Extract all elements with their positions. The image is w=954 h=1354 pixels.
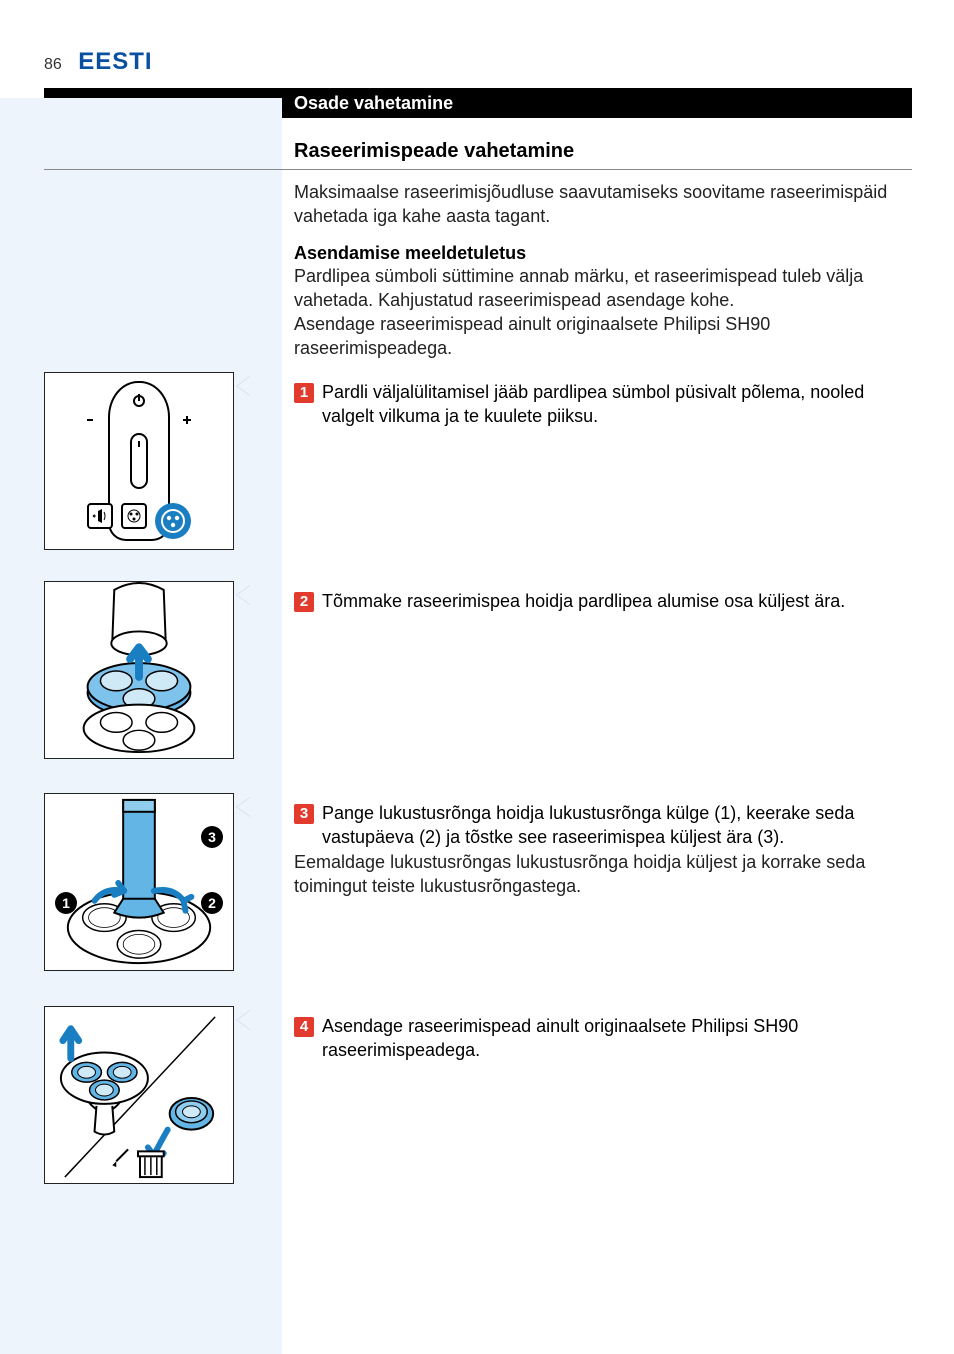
language-label: EESTI: [78, 48, 152, 76]
plus-icon: [183, 419, 191, 421]
intro-text: Maksimaalse raseerimisjõudluse saavutami…: [294, 180, 912, 229]
pointer-icon: [237, 797, 251, 817]
step-3-subtext: Eemaldage lukustusrõngas lukustusrõnga h…: [294, 850, 912, 899]
step-3-text: Pange lukustusrõnga hoidja lukustusrõnga…: [322, 801, 912, 850]
pointer-icon: [237, 585, 251, 605]
ring-label-1: 1: [55, 892, 77, 914]
illustration-retaining-ring: 1 2 3: [44, 793, 234, 971]
step-number-badge: 4: [294, 1017, 314, 1037]
control-strip-icon: [130, 433, 148, 489]
step-2-block: 2 Tõmmake raseerimispea hoidja pardlipea…: [294, 583, 912, 613]
section-title: Osade vahetamine: [294, 93, 453, 114]
step-1-text: Pardli väljalülitamisel jääb pardlipea s…: [322, 380, 912, 429]
pointer-icon: [237, 1010, 251, 1030]
illustration-shaver-symbol: [44, 372, 234, 550]
head-symbol-small-icon: [121, 503, 147, 529]
reminder-heading: Asendamise meeldetuletus: [294, 243, 912, 264]
sound-indicator-icon: [87, 503, 113, 529]
page-number: 86: [44, 56, 62, 74]
shaving-head-symbol-icon: [155, 503, 191, 539]
step-4-text: Asendage raseerimispead ainult originaal…: [322, 1014, 912, 1063]
ring-label-2: 2: [201, 892, 223, 914]
page-header: 86 EESTI: [0, 0, 954, 88]
reminder-text: Pardlipea sümboli süttimine annab märku,…: [294, 264, 912, 361]
subheading: Raseerimispeade vahetamine: [294, 140, 912, 163]
main-content: Raseerimispeade vahetamine Maksimaalse r…: [294, 140, 912, 361]
illustration-replace-heads: [44, 1006, 234, 1184]
illustration-remove-holder: [44, 581, 234, 759]
step-3-block: 3 Pange lukustusrõnga hoidja lukustusrõn…: [294, 795, 912, 898]
power-icon: [133, 395, 145, 407]
step-4-block: 4 Asendage raseerimispead ainult origina…: [294, 1008, 912, 1063]
step-1-block: 1 Pardli väljalülitamisel jääb pardlipea…: [294, 374, 912, 429]
step-number-badge: 1: [294, 383, 314, 403]
indicator-icons-row: [45, 503, 233, 539]
pointer-icon: [237, 376, 251, 396]
step-2-text: Tõmmake raseerimispea hoidja pardlipea a…: [322, 589, 845, 613]
divider: [44, 169, 912, 170]
ring-label-3: 3: [201, 826, 223, 848]
step-number-badge: 2: [294, 592, 314, 612]
minus-icon: [87, 419, 93, 421]
step-number-badge: 3: [294, 804, 314, 824]
